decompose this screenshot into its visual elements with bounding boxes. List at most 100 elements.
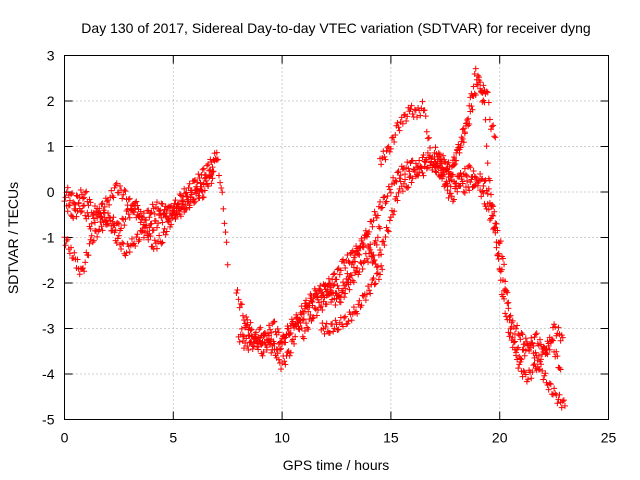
data-point xyxy=(561,402,568,409)
series-track-i xyxy=(431,65,566,358)
data-point xyxy=(316,299,323,306)
data-point xyxy=(186,202,193,209)
data-point xyxy=(161,206,168,213)
data-point xyxy=(519,331,526,338)
data-point xyxy=(491,133,498,140)
data-point xyxy=(454,188,461,195)
data-point xyxy=(353,268,360,275)
data-point xyxy=(397,172,404,179)
data-point xyxy=(477,79,484,86)
chart-title: Day 130 of 2017, Sidereal Day-to-day VTE… xyxy=(81,20,590,36)
data-point xyxy=(326,280,333,287)
data-point xyxy=(377,198,384,205)
data-point xyxy=(397,178,404,185)
data-point xyxy=(546,380,553,387)
data-point xyxy=(193,186,200,193)
data-point xyxy=(87,199,94,206)
data-point xyxy=(491,208,498,215)
data-point xyxy=(381,193,388,200)
data-point xyxy=(515,365,522,372)
data-point xyxy=(445,159,452,166)
data-point xyxy=(340,256,347,263)
data-point xyxy=(487,215,494,222)
data-point xyxy=(378,251,385,258)
data-point xyxy=(446,163,453,170)
data-point xyxy=(306,304,313,311)
data-point xyxy=(106,201,113,208)
data-point xyxy=(79,202,86,209)
data-point xyxy=(552,323,559,330)
data-point xyxy=(342,290,349,297)
data-point xyxy=(354,310,361,317)
data-point xyxy=(185,198,192,205)
data-point xyxy=(69,190,76,197)
data-point xyxy=(325,291,332,298)
data-point xyxy=(423,128,430,135)
data-point xyxy=(116,182,123,189)
data-point xyxy=(91,219,98,226)
data-point xyxy=(131,208,138,215)
data-point xyxy=(448,193,455,200)
data-point xyxy=(301,327,308,334)
data-point xyxy=(379,266,386,273)
data-point xyxy=(371,256,378,263)
data-point xyxy=(151,237,158,244)
data-point xyxy=(300,335,307,342)
data-point xyxy=(188,189,195,196)
data-point xyxy=(140,234,147,241)
data-point xyxy=(451,162,458,169)
data-point xyxy=(522,371,529,378)
data-point xyxy=(362,297,369,304)
data-point xyxy=(448,171,455,178)
data-point xyxy=(462,171,469,178)
data-point xyxy=(509,317,516,324)
data-point xyxy=(205,183,212,190)
data-point xyxy=(406,168,413,175)
data-point xyxy=(396,127,403,134)
data-point xyxy=(410,166,417,173)
data-point xyxy=(81,268,88,275)
data-point xyxy=(372,237,379,244)
data-point xyxy=(328,299,335,306)
data-point xyxy=(504,300,511,307)
data-point xyxy=(392,177,399,184)
data-point xyxy=(367,241,374,248)
data-point xyxy=(66,250,73,257)
data-point xyxy=(241,345,248,352)
data-point xyxy=(417,163,424,170)
data-point xyxy=(224,261,231,268)
data-point xyxy=(297,319,304,326)
data-point xyxy=(179,197,186,204)
data-point xyxy=(408,179,415,186)
y-tick-label: -1 xyxy=(42,230,55,246)
data-point xyxy=(147,221,154,228)
data-point xyxy=(385,228,392,235)
data-point xyxy=(388,134,395,141)
data-point xyxy=(419,169,426,176)
data-point xyxy=(245,346,252,353)
data-point xyxy=(73,192,80,199)
data-point xyxy=(477,171,484,178)
data-point xyxy=(536,336,543,343)
data-point xyxy=(544,351,551,358)
data-point xyxy=(377,271,384,278)
data-point xyxy=(210,168,217,175)
data-point xyxy=(212,156,219,163)
data-point xyxy=(554,400,561,407)
data-point xyxy=(64,208,71,215)
data-point xyxy=(506,316,513,323)
data-point xyxy=(484,190,491,197)
data-point xyxy=(236,338,243,345)
data-point xyxy=(147,210,154,217)
data-point xyxy=(399,166,406,173)
data-point xyxy=(547,339,554,346)
data-point xyxy=(379,238,386,245)
data-point xyxy=(90,215,97,222)
data-point xyxy=(461,129,468,136)
data-point xyxy=(288,316,295,323)
data-point xyxy=(321,330,328,337)
data-point xyxy=(171,212,178,219)
data-point xyxy=(88,232,95,239)
data-point xyxy=(346,286,353,293)
x-tick-label: 20 xyxy=(492,430,508,446)
